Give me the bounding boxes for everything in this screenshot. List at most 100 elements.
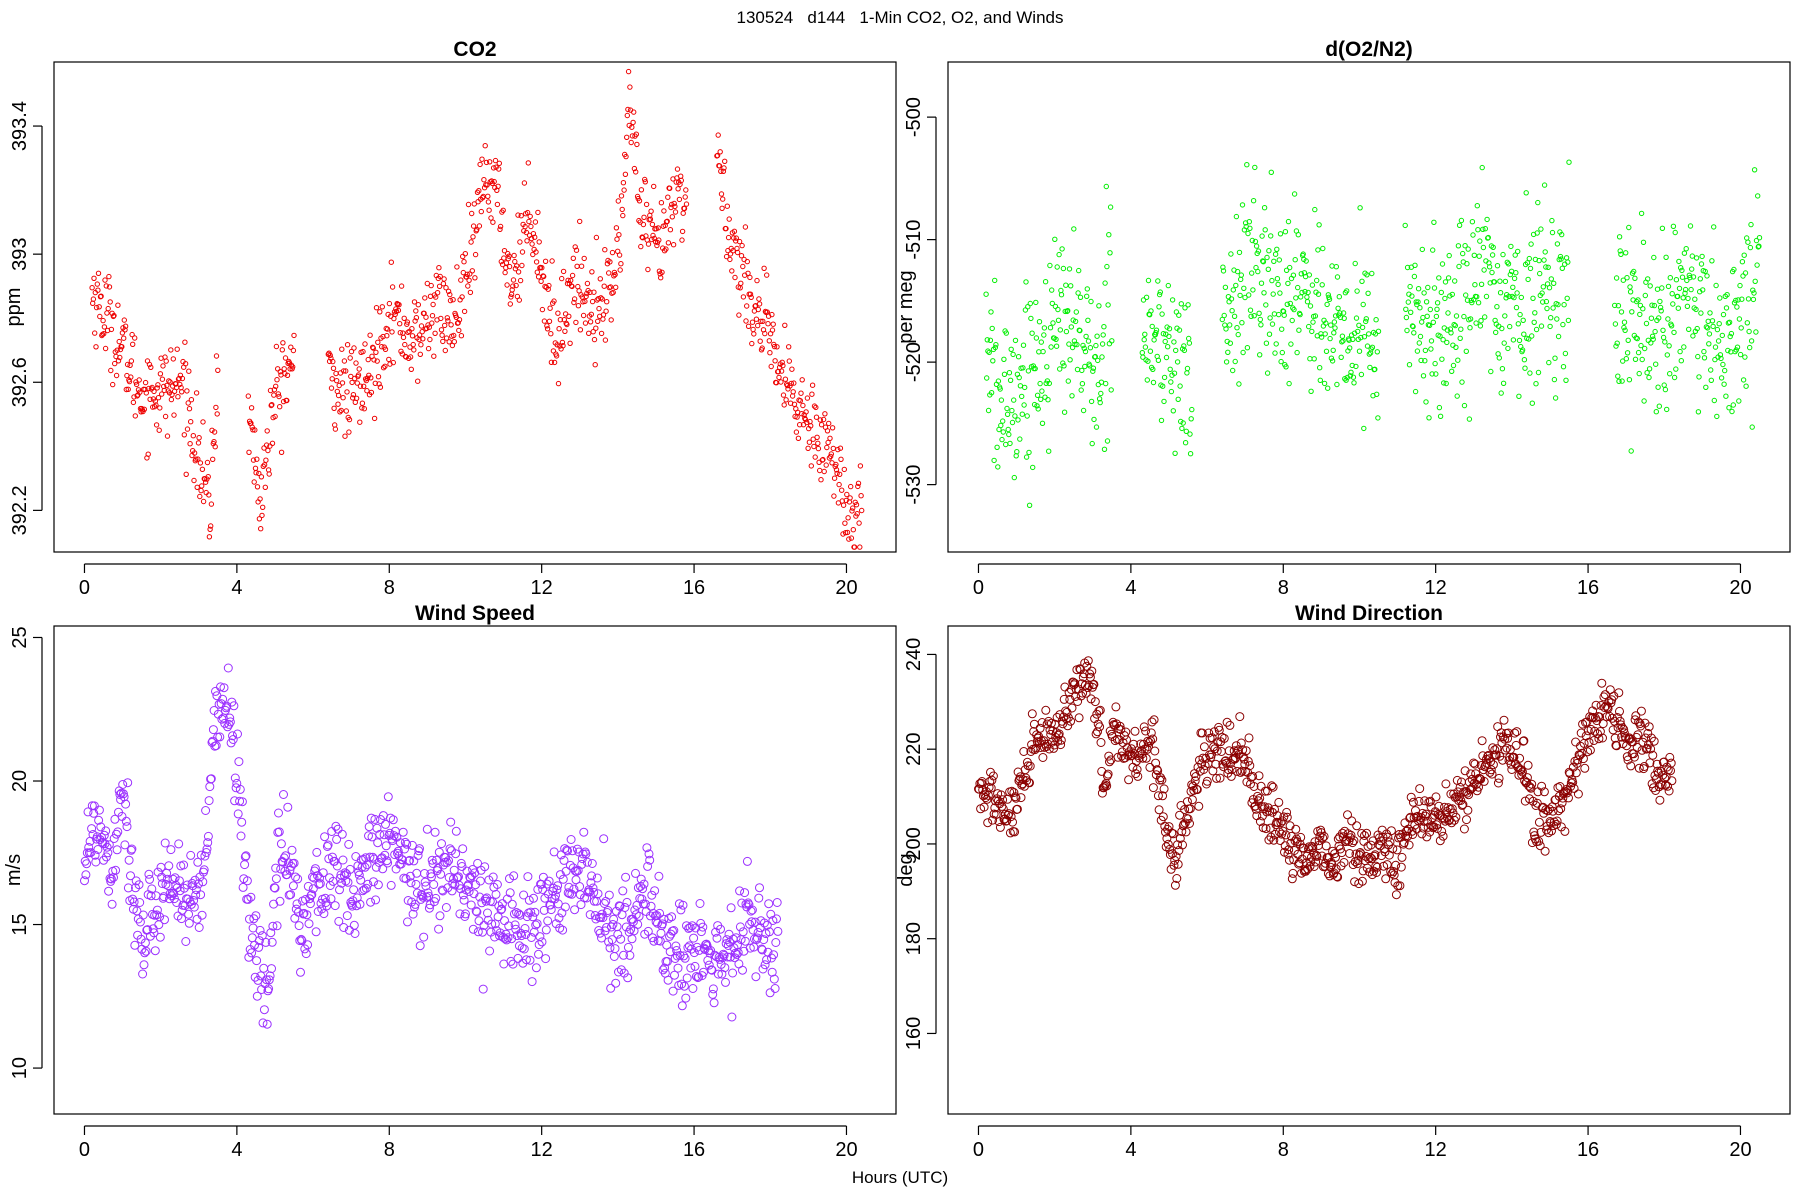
data-point: [1657, 304, 1664, 311]
data-point: [145, 874, 155, 884]
data-point: [1321, 841, 1331, 851]
data-point: [477, 161, 483, 168]
data-point: [1673, 366, 1679, 372]
data-point: [1010, 351, 1016, 358]
data-point: [1687, 223, 1694, 229]
data-point: [1699, 253, 1705, 260]
data-point: [1597, 678, 1607, 688]
data-point: [650, 232, 656, 239]
data-point: [1276, 311, 1282, 318]
data-point: [1235, 331, 1241, 338]
data-point: [1173, 859, 1183, 869]
data-point: [251, 911, 261, 921]
data-point: [1185, 804, 1195, 814]
data-point: [1168, 388, 1175, 395]
data-point: [1334, 381, 1340, 388]
data-point: [1753, 329, 1759, 335]
data-point: [611, 273, 617, 279]
data-point: [1607, 713, 1617, 723]
data-point: [789, 393, 796, 399]
data-point: [408, 366, 414, 372]
data-point: [466, 277, 472, 283]
data-point: [344, 389, 350, 395]
data-point: [1145, 358, 1151, 364]
data-point: [541, 954, 551, 964]
data-point: [371, 862, 381, 872]
data-point: [981, 793, 991, 803]
data-point: [1148, 308, 1154, 314]
data-point: [115, 358, 122, 364]
data-point: [129, 331, 135, 338]
data-point: [1551, 280, 1557, 286]
data-point: [1437, 413, 1444, 419]
data-point: [254, 942, 264, 952]
data-point: [345, 864, 355, 874]
data-point: [390, 359, 396, 366]
data-point: [996, 790, 1006, 800]
data-point: [147, 884, 157, 894]
data-point: [101, 852, 111, 862]
data-point: [1449, 291, 1455, 298]
data-point: [1296, 832, 1306, 842]
data-point: [1330, 347, 1336, 353]
data-point: [1578, 754, 1588, 764]
data-point: [1147, 348, 1154, 354]
data-point: [541, 273, 547, 280]
data-point: [717, 149, 723, 155]
data-point: [1352, 821, 1362, 831]
data-point: [781, 402, 787, 408]
data-point: [529, 927, 539, 937]
data-point: [1284, 845, 1294, 855]
data-point: [1178, 301, 1184, 307]
data-point: [709, 998, 719, 1008]
data-point: [708, 984, 718, 994]
data-point: [1698, 261, 1705, 267]
data-point: [542, 879, 552, 889]
data-point: [1016, 374, 1022, 381]
data-point: [89, 808, 99, 818]
data-point: [177, 381, 183, 388]
data-point: [790, 389, 796, 395]
data-point: [1445, 275, 1452, 281]
data-point: [478, 927, 487, 937]
data-point: [1041, 705, 1051, 715]
data-point: [528, 235, 535, 242]
data-point: [1087, 363, 1093, 369]
data-point: [1234, 268, 1241, 275]
data-point: [598, 330, 605, 337]
data-point: [1500, 251, 1506, 258]
data-point: [1107, 204, 1114, 210]
data-point: [766, 909, 776, 919]
data-point: [651, 183, 657, 190]
data-point: [1035, 406, 1041, 412]
data-point: [1559, 265, 1565, 271]
data-point: [653, 918, 662, 928]
data-point: [1693, 306, 1699, 313]
data-point: [1101, 324, 1107, 330]
data-point: [1103, 380, 1109, 387]
data-point: [1726, 319, 1733, 325]
data-point: [1626, 761, 1636, 771]
data-point: [1539, 290, 1545, 296]
data-point: [279, 790, 288, 799]
data-point: [262, 484, 268, 490]
data-point: [517, 931, 526, 941]
data-point: [1499, 325, 1505, 332]
data-point: [754, 277, 760, 284]
data-point: [1614, 340, 1620, 346]
data-point: [189, 902, 199, 912]
data-point: [640, 221, 647, 228]
data-point: [1472, 282, 1478, 288]
data-point: [236, 831, 246, 841]
data-point: [474, 226, 480, 233]
panel-title: CO2: [453, 38, 496, 61]
data-point: [451, 339, 457, 345]
data-point: [382, 346, 389, 352]
data-point: [1226, 771, 1236, 781]
data-point: [1162, 834, 1172, 843]
data-point: [1484, 216, 1490, 223]
data-point: [1231, 313, 1238, 319]
data-point: [1067, 357, 1073, 363]
data-point: [1029, 719, 1039, 729]
data-point: [502, 935, 512, 945]
